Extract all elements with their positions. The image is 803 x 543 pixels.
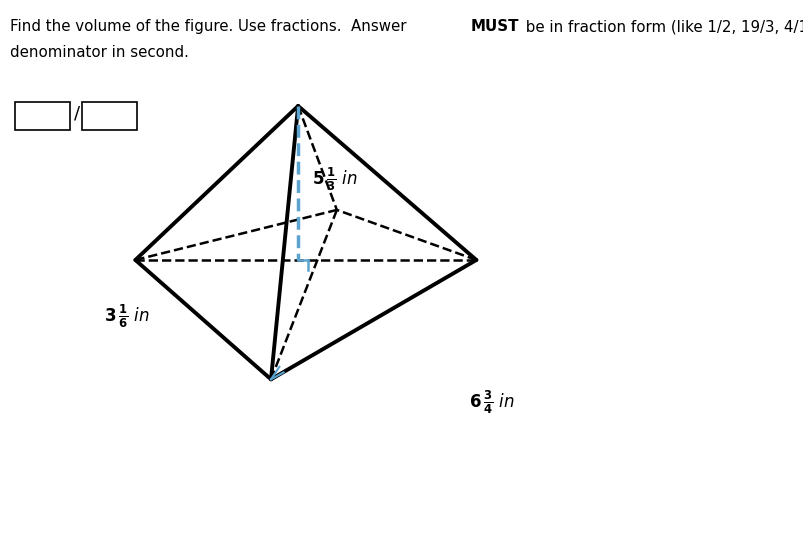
Text: $\mathbf{5\,\frac{1}{3}}$ $\it{in}$: $\mathbf{5\,\frac{1}{3}}$ $\it{in}$: [312, 166, 357, 193]
Text: denominator in second.: denominator in second.: [10, 45, 188, 60]
Text: MUST: MUST: [470, 19, 518, 34]
Text: $\mathbf{3\,\frac{1}{6}}$ $\it{in}$: $\mathbf{3\,\frac{1}{6}}$ $\it{in}$: [104, 302, 149, 330]
Text: be in fraction form (like 1/2, 19/3, 4/1). Put numerator is first blank,: be in fraction form (like 1/2, 19/3, 4/1…: [520, 19, 803, 34]
Text: $\mathbf{6\,\frac{3}{4}}$ $\it{in}$: $\mathbf{6\,\frac{3}{4}}$ $\it{in}$: [468, 389, 514, 416]
Text: Find the volume of the figure. Use fractions.  Answer: Find the volume of the figure. Use fract…: [10, 19, 410, 34]
Text: /: /: [74, 105, 80, 123]
